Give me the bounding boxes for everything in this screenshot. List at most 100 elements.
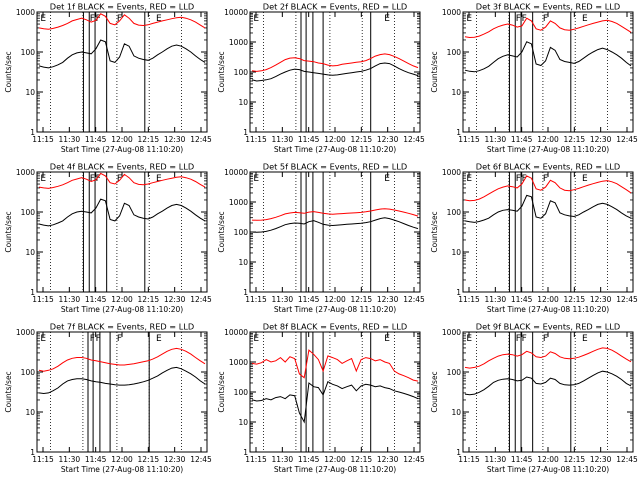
x-axis-label: Start Time (27-Aug-08 11:10:20) bbox=[274, 305, 396, 314]
x-tick-label: 12:15 bbox=[564, 295, 586, 304]
interval-marker-label: E bbox=[466, 174, 472, 184]
y-tick-label: 1 bbox=[30, 128, 35, 137]
y-tick-label: 1000 bbox=[16, 168, 35, 177]
interval-marker-label: F bbox=[90, 334, 95, 344]
x-tick-label: 11:15 bbox=[32, 455, 54, 464]
y-tick-label: 10000 bbox=[224, 8, 248, 17]
x-tick-label: 12:15 bbox=[138, 455, 160, 464]
interval-marker-label: E bbox=[156, 14, 162, 24]
interval-marker-label: E bbox=[384, 14, 390, 24]
x-tick-label: 11:45 bbox=[511, 455, 533, 464]
y-tick-label: 1 bbox=[243, 288, 248, 297]
x-tick-label: 11:30 bbox=[59, 455, 81, 464]
x-tick-label: 11:45 bbox=[298, 295, 320, 304]
interval-marker-label: E bbox=[40, 174, 46, 184]
y-tick-label: 1 bbox=[30, 448, 35, 457]
events-series-line bbox=[38, 39, 206, 69]
interval-marker-label: F bbox=[522, 334, 527, 344]
x-tick-label: 11:15 bbox=[32, 295, 54, 304]
events-series-line bbox=[464, 370, 632, 396]
panel-det-5f: Det 5f BLACK = Events, RED = LLD 1 10 100 10… bbox=[217, 162, 425, 315]
x-tick-label: 12:30 bbox=[164, 455, 186, 464]
events-series-line bbox=[464, 194, 632, 223]
x-tick-label: 11:15 bbox=[245, 135, 267, 144]
interval-marker-label: F bbox=[117, 334, 122, 344]
x-axis-label: Start Time (27-Aug-08 11:10:20) bbox=[61, 305, 183, 314]
chart-title: Det 6f BLACK = Events, RED = LLD bbox=[476, 162, 620, 172]
x-tick-label: 12:45 bbox=[403, 455, 425, 464]
x-tick-label: 12:15 bbox=[138, 295, 160, 304]
y-tick-label: 100 bbox=[447, 208, 462, 217]
panel-det-3f: Det 3f BLACK = Events, RED = LLD 1 10 100 10… bbox=[430, 2, 638, 155]
x-tick-label: 11:30 bbox=[485, 455, 507, 464]
y-tick-label: 100 bbox=[21, 208, 36, 217]
x-tick-label: 12:30 bbox=[377, 135, 399, 144]
x-tick-label: 12:30 bbox=[590, 455, 612, 464]
y-tick-label: 100 bbox=[21, 368, 36, 377]
x-tick-label: 11:30 bbox=[272, 295, 294, 304]
events-series-line bbox=[251, 217, 419, 233]
lld-series-line bbox=[38, 347, 206, 372]
interval-marker-label: E bbox=[384, 174, 390, 184]
x-tick-label: 12:00 bbox=[111, 135, 133, 144]
y-tick-label: 1000 bbox=[442, 8, 461, 17]
x-tick-label: 11:45 bbox=[85, 455, 107, 464]
x-tick-label: 12:45 bbox=[190, 295, 212, 304]
events-series-line bbox=[38, 366, 206, 395]
x-tick-label: 12:45 bbox=[403, 295, 425, 304]
y-tick-label: 100 bbox=[234, 228, 249, 237]
panel-det-8f: Det 8f BLACK = Events, RED = LLD 1 10 100 10… bbox=[217, 322, 425, 475]
x-tick-label: 12:15 bbox=[351, 455, 373, 464]
x-tick-label: 12:45 bbox=[616, 135, 638, 144]
x-tick-label: 11:15 bbox=[458, 455, 480, 464]
x-tick-label: 12:30 bbox=[164, 295, 186, 304]
interval-marker-label: F bbox=[543, 334, 548, 344]
interval-marker-label: E bbox=[253, 14, 259, 24]
interval-marker-label: E bbox=[582, 14, 588, 24]
x-tick-label: 11:15 bbox=[32, 135, 54, 144]
x-tick-label: 12:45 bbox=[190, 455, 212, 464]
x-tick-label: 12:45 bbox=[190, 135, 212, 144]
y-tick-label: 1 bbox=[456, 448, 461, 457]
lld-series-line bbox=[38, 13, 206, 30]
chart-title: Det 4f BLACK = Events, RED = LLD bbox=[50, 162, 194, 172]
x-axis-label: Start Time (27-Aug-08 11:10:20) bbox=[487, 145, 609, 154]
x-tick-label: 12:15 bbox=[564, 455, 586, 464]
panel-det-2f: Det 2f BLACK = Events, RED = LLD 1 10 100 10… bbox=[217, 2, 425, 155]
chart-title: Det 7f BLACK = Events, RED = LLD bbox=[50, 322, 194, 332]
interval-marker-label: E bbox=[582, 334, 588, 344]
y-tick-label: 10 bbox=[25, 88, 35, 97]
x-tick-label: 11:30 bbox=[485, 295, 507, 304]
y-tick-label: 1000 bbox=[16, 328, 35, 337]
interval-marker-label: F bbox=[96, 334, 101, 344]
x-tick-label: 12:15 bbox=[351, 295, 373, 304]
x-tick-label: 12:45 bbox=[616, 295, 638, 304]
panel-det-4f: Det 4f BLACK = Events, RED = LLD 1 10 100 10… bbox=[4, 162, 212, 315]
x-tick-label: 12:45 bbox=[616, 455, 638, 464]
x-tick-label: 11:45 bbox=[511, 295, 533, 304]
interval-marker-label: E bbox=[582, 174, 588, 184]
y-tick-label: 1 bbox=[456, 128, 461, 137]
interval-marker-label: E bbox=[156, 174, 162, 184]
events-series-line bbox=[464, 41, 632, 73]
x-axis-label: Start Time (27-Aug-08 11:10:20) bbox=[274, 145, 396, 154]
x-tick-label: 11:45 bbox=[298, 455, 320, 464]
y-tick-label: 100 bbox=[21, 48, 36, 57]
panel-det-7f: Det 7f BLACK = Events, RED = LLD 1 10 100 10… bbox=[4, 322, 212, 475]
events-series-line bbox=[38, 198, 206, 227]
y-tick-label: 10 bbox=[451, 248, 461, 257]
interval-marker-label: E bbox=[466, 14, 472, 24]
interval-marker-label: F bbox=[543, 14, 548, 24]
chart-title: Det 8f BLACK = Events, RED = LLD bbox=[263, 322, 407, 332]
x-tick-label: 11:30 bbox=[485, 135, 507, 144]
interval-marker-label: E bbox=[384, 334, 390, 344]
y-tick-label: 1 bbox=[456, 288, 461, 297]
y-axis-label: Counts/sec bbox=[4, 51, 13, 92]
y-axis-label: Counts/sec bbox=[217, 51, 226, 92]
y-axis-label: Counts/sec bbox=[430, 51, 439, 92]
x-tick-label: 12:00 bbox=[537, 295, 559, 304]
interval-marker-label: F bbox=[522, 174, 527, 184]
x-tick-label: 12:30 bbox=[377, 455, 399, 464]
x-axis-label: Start Time (27-Aug-08 11:10:20) bbox=[487, 305, 609, 314]
